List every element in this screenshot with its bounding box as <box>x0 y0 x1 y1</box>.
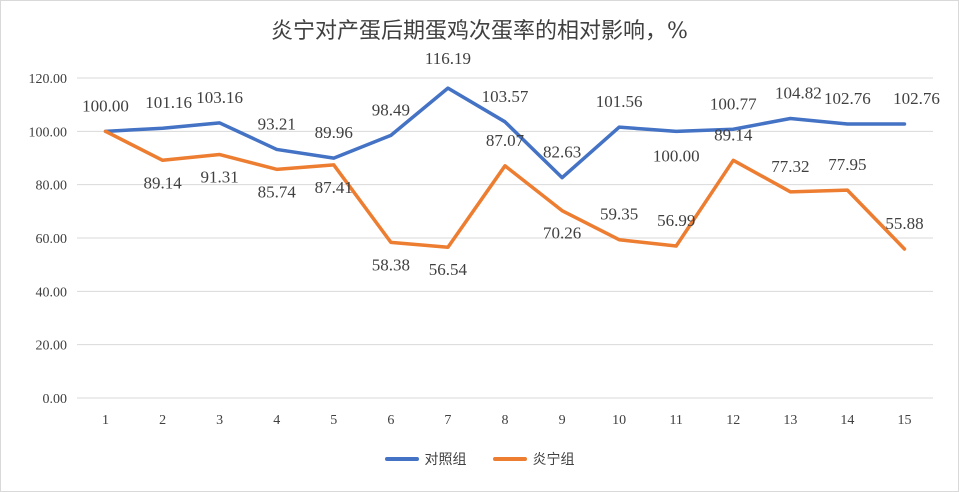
y-tick-label: 0.00 <box>43 392 68 407</box>
x-tick-label: 4 <box>273 413 280 428</box>
y-tick-label: 40.00 <box>36 285 68 300</box>
data-label: 101.56 <box>596 92 643 111</box>
x-tick-label: 11 <box>669 413 682 428</box>
legend-swatch <box>492 457 527 461</box>
data-label: 89.14 <box>143 173 182 192</box>
data-label: 59.35 <box>600 205 638 224</box>
data-label: 116.19 <box>425 49 471 68</box>
chart-legend: 对照组 炎宁组 <box>1 449 958 469</box>
x-tick-label: 2 <box>159 413 166 428</box>
x-tick-label: 6 <box>387 413 394 428</box>
x-tick-label: 3 <box>216 413 223 428</box>
data-label: 100.00 <box>82 96 129 115</box>
data-label: 56.99 <box>657 211 695 230</box>
data-label: 93.21 <box>258 114 296 133</box>
data-label: 98.49 <box>372 100 410 119</box>
data-label: 101.16 <box>145 93 192 112</box>
x-tick-label: 7 <box>444 413 451 428</box>
x-tick-label: 5 <box>330 413 337 428</box>
series-line-1 <box>103 86 907 180</box>
y-tick-label: 60.00 <box>36 232 68 247</box>
data-label: 89.14 <box>714 125 753 144</box>
legend-label: 炎宁组 <box>532 452 575 468</box>
data-label: 77.32 <box>771 157 809 176</box>
y-tick-label: 80.00 <box>36 179 68 194</box>
data-label: 85.74 <box>258 182 297 201</box>
data-label: 103.16 <box>196 88 243 107</box>
x-tick-label: 14 <box>840 413 854 428</box>
x-tick-label: 9 <box>559 413 566 428</box>
series-line-2 <box>103 129 907 251</box>
data-label: 103.57 <box>482 87 529 106</box>
chart-title: 炎宁对产蛋后期蛋鸡次蛋率的相对影响，% <box>271 19 688 44</box>
x-tick-label: 12 <box>726 413 740 428</box>
y-tick-label: 20.00 <box>36 339 68 354</box>
y-tick-label: 120.00 <box>29 72 68 87</box>
legend-item-series-2: 炎宁组 <box>492 449 575 469</box>
legend-label: 对照组 <box>424 452 467 468</box>
data-label: 102.76 <box>893 89 940 108</box>
x-tick-label: 15 <box>897 413 911 428</box>
data-label: 55.88 <box>885 214 923 233</box>
data-label: 87.07 <box>486 131 525 150</box>
y-tick-label: 100.00 <box>29 125 68 140</box>
data-label: 58.38 <box>372 255 410 274</box>
x-tick-label: 8 <box>502 413 509 428</box>
legend-item-series-1: 对照组 <box>384 449 467 469</box>
data-label: 82.63 <box>543 143 581 162</box>
data-label: 104.82 <box>775 83 822 102</box>
data-label: 70.26 <box>543 224 581 243</box>
data-label: 100.77 <box>710 94 757 113</box>
x-tick-label: 1 <box>102 413 109 428</box>
data-label: 87.41 <box>315 178 353 197</box>
data-label: 102.76 <box>824 89 871 108</box>
data-label: 77.95 <box>828 155 866 174</box>
data-label: 89.96 <box>315 123 353 142</box>
x-tick-label: 13 <box>783 413 797 428</box>
data-label: 56.54 <box>429 260 468 279</box>
data-label: 91.31 <box>201 168 239 187</box>
legend-swatch <box>384 457 419 461</box>
x-tick-label: 10 <box>612 413 626 428</box>
data-label: 100.00 <box>653 146 700 165</box>
